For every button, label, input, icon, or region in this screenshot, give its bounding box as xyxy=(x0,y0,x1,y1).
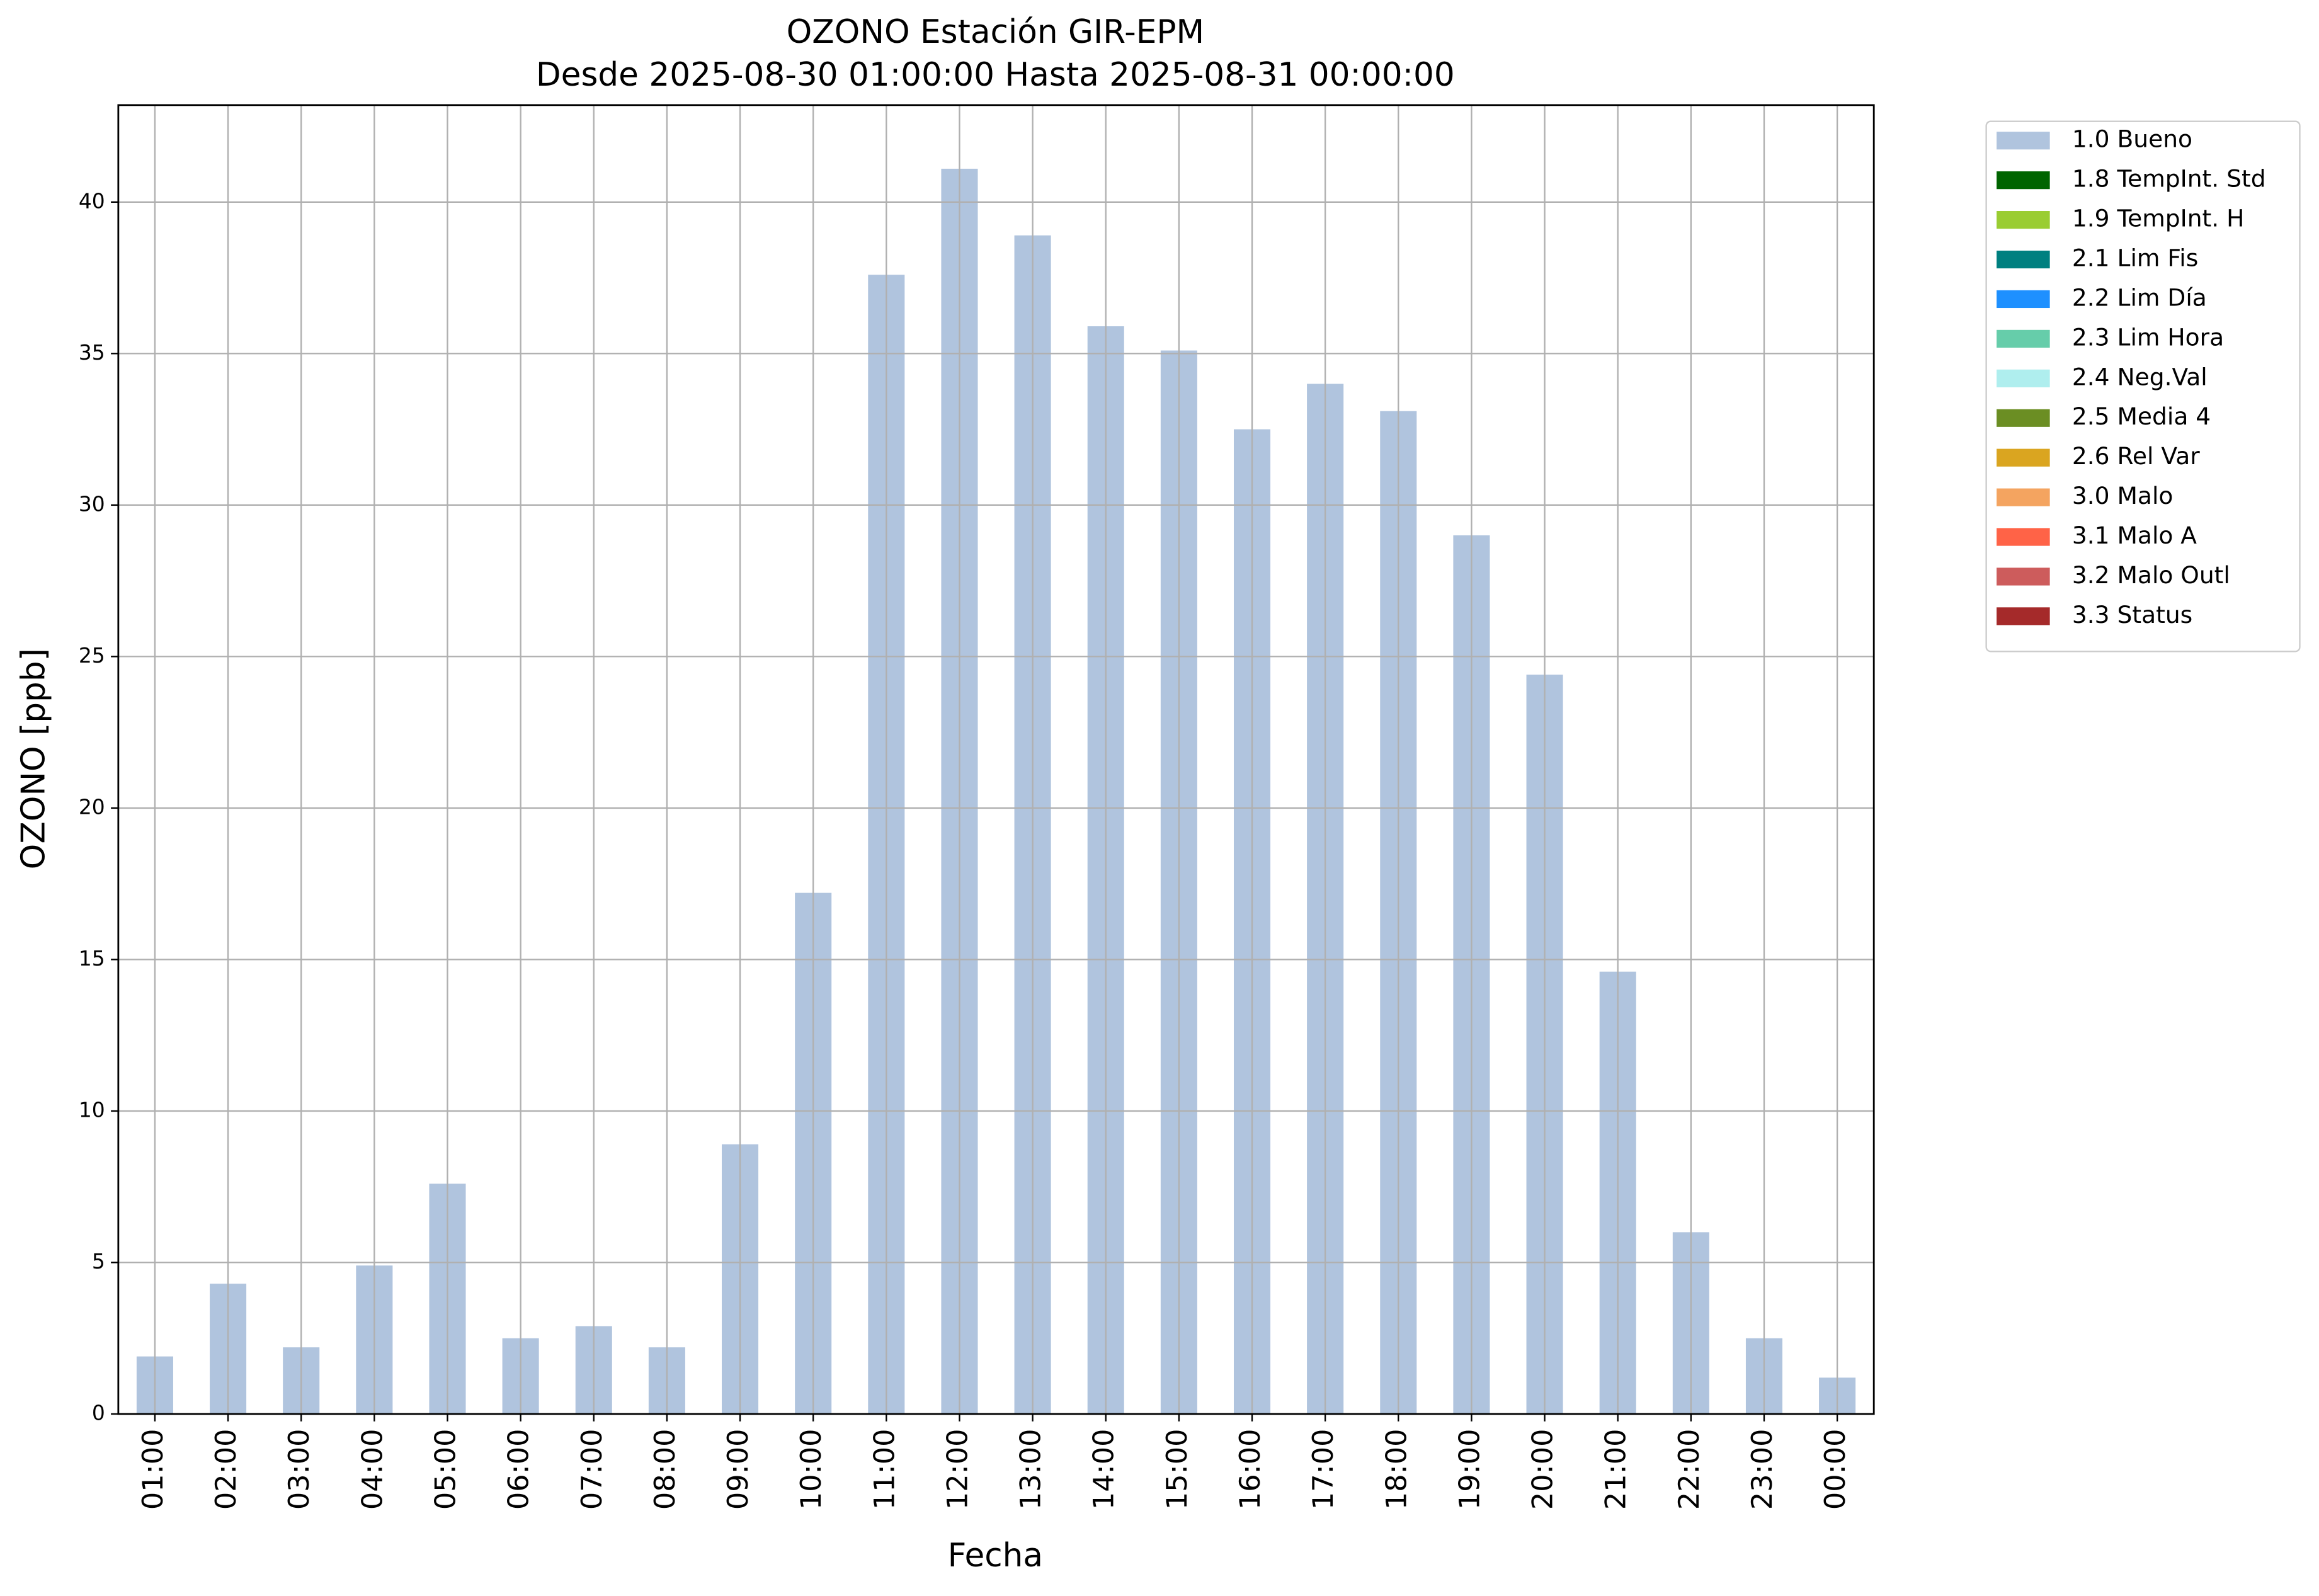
legend-label: 1.8 TempInt. Std xyxy=(2072,165,2266,193)
x-tick-label: 01:00 xyxy=(137,1429,169,1510)
y-tick-label: 40 xyxy=(79,188,105,213)
legend-swatch xyxy=(1997,290,2050,309)
legend-label: 2.4 Neg.Val xyxy=(2072,363,2208,390)
plot-frame xyxy=(117,104,1875,1415)
legend-swatch xyxy=(1997,409,2050,427)
x-tick-label: 13:00 xyxy=(1015,1429,1047,1510)
legend-label: 2.6 Rel Var xyxy=(2072,442,2200,470)
legend-swatch xyxy=(1997,250,2050,269)
x-axis-label: Fecha xyxy=(948,1537,1043,1575)
y-tick-label: 30 xyxy=(79,491,105,516)
chart-subtitle: Desde 2025-08-30 01:00:00 Hasta 2025-08-… xyxy=(536,56,1455,94)
x-tick-label: 07:00 xyxy=(576,1429,608,1510)
legend-swatch xyxy=(1997,448,2050,467)
legend-swatch xyxy=(1997,369,2050,387)
legend-label: 3.1 Malo A xyxy=(2072,522,2197,549)
legend-box xyxy=(1985,120,2301,653)
legend-label: 2.5 Media 4 xyxy=(2072,402,2211,430)
x-tick-label: 22:00 xyxy=(1673,1429,1706,1510)
x-tick-label: 23:00 xyxy=(1746,1429,1779,1510)
y-tick-label: 5 xyxy=(92,1249,105,1274)
legend-label: 2.3 Lim Hora xyxy=(2072,323,2224,351)
x-tick-label: 21:00 xyxy=(1600,1429,1632,1510)
x-tick-label: 20:00 xyxy=(1527,1429,1559,1510)
x-tick-label: 17:00 xyxy=(1307,1429,1340,1510)
y-tick-label: 20 xyxy=(79,794,105,819)
y-axis-label: OZONO [ppb] xyxy=(14,648,52,869)
legend-swatch xyxy=(1997,567,2050,586)
legend-label: 1.9 TempInt. H xyxy=(2072,205,2245,232)
y-tick-label: 15 xyxy=(79,946,105,971)
x-tick-label: 09:00 xyxy=(722,1429,755,1510)
chart-title: OZONO Estación GIR-EPM xyxy=(787,13,1204,51)
x-tick-label: 02:00 xyxy=(210,1429,242,1510)
legend-swatch xyxy=(1997,488,2050,506)
x-tick-label: 19:00 xyxy=(1453,1429,1486,1510)
y-tick-label: 35 xyxy=(79,340,105,365)
y-tick-label: 0 xyxy=(92,1401,105,1425)
legend-swatch xyxy=(1997,607,2050,625)
legend-label: 3.0 Malo xyxy=(2072,482,2174,510)
x-tick-label: 06:00 xyxy=(503,1429,535,1510)
legend-label: 3.2 Malo Outl xyxy=(2072,561,2230,589)
x-tick-label: 05:00 xyxy=(429,1429,462,1510)
x-tick-label: 10:00 xyxy=(795,1429,828,1510)
y-tick-label: 10 xyxy=(79,1097,105,1122)
legend-swatch xyxy=(1997,210,2050,229)
x-tick-label: 18:00 xyxy=(1380,1429,1413,1510)
x-tick-label: 00:00 xyxy=(1819,1429,1852,1510)
x-tick-label: 11:00 xyxy=(868,1429,901,1510)
x-tick-label: 08:00 xyxy=(649,1429,681,1510)
legend-label: 2.1 Lim Fis xyxy=(2072,244,2198,272)
legend-label: 3.3 Status xyxy=(2072,601,2192,629)
x-tick-label: 03:00 xyxy=(283,1429,316,1510)
x-tick-label: 15:00 xyxy=(1161,1429,1194,1510)
x-tick-label: 04:00 xyxy=(356,1429,389,1510)
legend-swatch xyxy=(1997,329,2050,348)
legend-label: 2.2 Lim Día xyxy=(2072,283,2207,311)
x-tick-label: 12:00 xyxy=(941,1429,974,1510)
x-tick-label: 14:00 xyxy=(1088,1429,1120,1510)
legend-swatch xyxy=(1997,528,2050,546)
x-tick-label: 16:00 xyxy=(1234,1429,1267,1510)
legend-swatch xyxy=(1997,132,2050,150)
y-tick-label: 25 xyxy=(79,643,105,668)
legend-label: 1.0 Bueno xyxy=(2072,125,2192,153)
legend-swatch xyxy=(1997,171,2050,190)
